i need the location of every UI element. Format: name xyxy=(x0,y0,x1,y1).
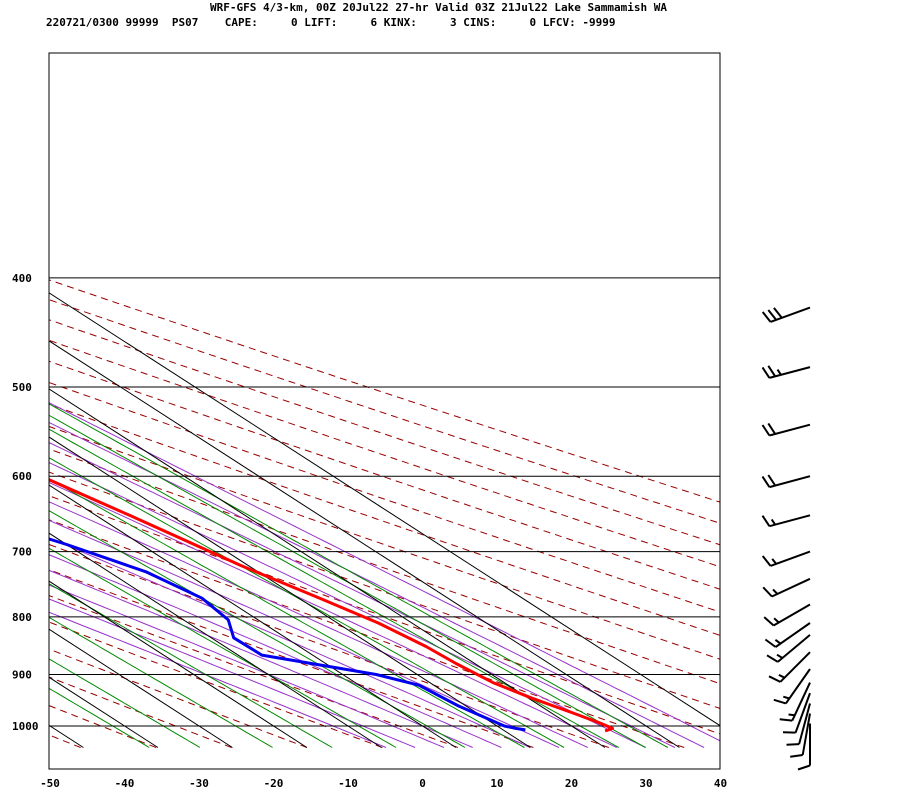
wind-barb xyxy=(786,703,811,746)
mixing-ratio-line xyxy=(49,428,619,748)
wind-barb xyxy=(797,723,811,771)
wind-barbs xyxy=(761,306,811,771)
dry-adiabat-line xyxy=(49,648,308,748)
dry-adiabat-line xyxy=(49,448,720,685)
wind-barb xyxy=(761,365,811,379)
temperature-tick-label: 0 xyxy=(419,777,426,790)
profiles xyxy=(49,478,614,733)
dry-adiabat-line xyxy=(49,279,720,503)
pressure-tick-label: 600 xyxy=(12,470,32,483)
dry-adiabat-line xyxy=(49,471,720,709)
wind-barb xyxy=(761,474,811,489)
isotherm-line xyxy=(49,628,233,748)
dry-adiabat-line xyxy=(49,621,383,748)
mixing-ratio-line xyxy=(49,616,273,748)
wind-barb xyxy=(764,622,811,648)
dry-adiabat-line xyxy=(49,425,720,660)
plot-frame xyxy=(48,52,721,770)
dry-adiabat-line xyxy=(49,299,720,524)
dry-adiabat-line xyxy=(49,381,720,613)
chart-title: WRF-GFS 4/3-km, 00Z 20Jul22 27-hr Valid … xyxy=(210,1,667,14)
axes: 400 500 600 700 800 900 1000 -50 -40 -30 -20 -10 0 10… xyxy=(12,272,727,790)
pressure-tick-label: 500 xyxy=(12,381,32,394)
wind-barb xyxy=(779,682,811,722)
wind-barb xyxy=(762,577,811,598)
background-lines xyxy=(49,279,720,748)
dry-adiabat-line xyxy=(49,403,720,636)
moist-adiabat-line xyxy=(49,501,589,748)
moist-adiabat-line xyxy=(49,569,473,748)
temperature-tick-label: 40 xyxy=(714,777,727,790)
wind-barb xyxy=(761,550,811,567)
dry-adiabat-line xyxy=(49,594,459,748)
temperature-tick-label: -10 xyxy=(338,777,358,790)
isotherm-line xyxy=(49,580,308,748)
wind-barb xyxy=(782,692,811,734)
dewpoint-profile xyxy=(49,537,526,732)
isotherm-line xyxy=(49,532,382,748)
temperature-tick-label: -50 xyxy=(40,777,60,790)
dry-adiabat-line xyxy=(49,339,720,568)
wind-barb xyxy=(761,514,811,528)
pressure-tick-label: 900 xyxy=(12,669,32,682)
dry-adiabat-line xyxy=(49,360,720,590)
pressure-tick-label: 700 xyxy=(12,546,32,559)
isotherm-line xyxy=(49,388,606,748)
moist-adiabat-line xyxy=(49,598,416,748)
moist-adiabat-line xyxy=(49,481,617,748)
temperature-profile xyxy=(49,478,614,733)
temperature-tick-label: 30 xyxy=(639,777,652,790)
isotherm-line xyxy=(49,436,531,748)
dry-adiabat-line xyxy=(49,319,720,546)
header: WRF-GFS 4/3-km, 00Z 20Jul22 27-hr Valid … xyxy=(0,0,900,40)
dry-adiabat-line xyxy=(49,543,609,748)
mixing-ratio-line xyxy=(49,414,646,748)
mixing-ratio-line xyxy=(49,583,333,748)
pressure-tick-label: 800 xyxy=(12,611,32,624)
moist-adiabat-line xyxy=(49,537,531,748)
wind-barb xyxy=(766,634,811,663)
mixing-ratio-line xyxy=(49,687,150,748)
pressure-tick-label: 400 xyxy=(12,272,32,285)
temperature-tick-label: 20 xyxy=(565,777,578,790)
temperature-tick-label: -30 xyxy=(189,777,209,790)
moist-adiabat-line xyxy=(49,441,676,748)
mixing-ratio-line xyxy=(49,658,201,748)
wind-barb xyxy=(768,651,811,683)
dry-adiabat-line xyxy=(49,676,232,748)
temperature-tick-label: -20 xyxy=(264,777,284,790)
moist-adiabat-line xyxy=(49,519,560,748)
sounding-indices: 220721/0300 99999 PS07 CAPE: 0 LIFT: 6 K… xyxy=(46,16,616,29)
moist-adiabat-line xyxy=(49,461,646,748)
temperature-tick-label: 10 xyxy=(490,777,503,790)
mixing-ratio-line xyxy=(49,478,525,748)
moist-adiabat-line xyxy=(49,421,705,748)
mixing-ratio-line xyxy=(49,547,397,748)
wind-barb xyxy=(761,306,811,323)
pressure-tick-label: 1000 xyxy=(12,720,39,733)
moist-adiabat-line xyxy=(49,402,720,742)
dry-adiabat-line xyxy=(49,569,534,748)
wind-barb xyxy=(790,713,811,758)
mixing-ratio-line xyxy=(49,510,466,748)
moist-adiabat-line xyxy=(49,554,502,748)
isotherm-line xyxy=(49,340,680,748)
wind-barb xyxy=(763,603,811,627)
mixing-ratio-line xyxy=(49,403,669,748)
grid xyxy=(49,277,720,748)
isotherm-line xyxy=(49,292,720,727)
moist-adiabat-line xyxy=(49,584,445,748)
wind-barb xyxy=(773,668,811,705)
moist-adiabat-line xyxy=(49,611,387,748)
wind-barb xyxy=(761,422,811,437)
temperature-tick-label: -40 xyxy=(115,777,135,790)
